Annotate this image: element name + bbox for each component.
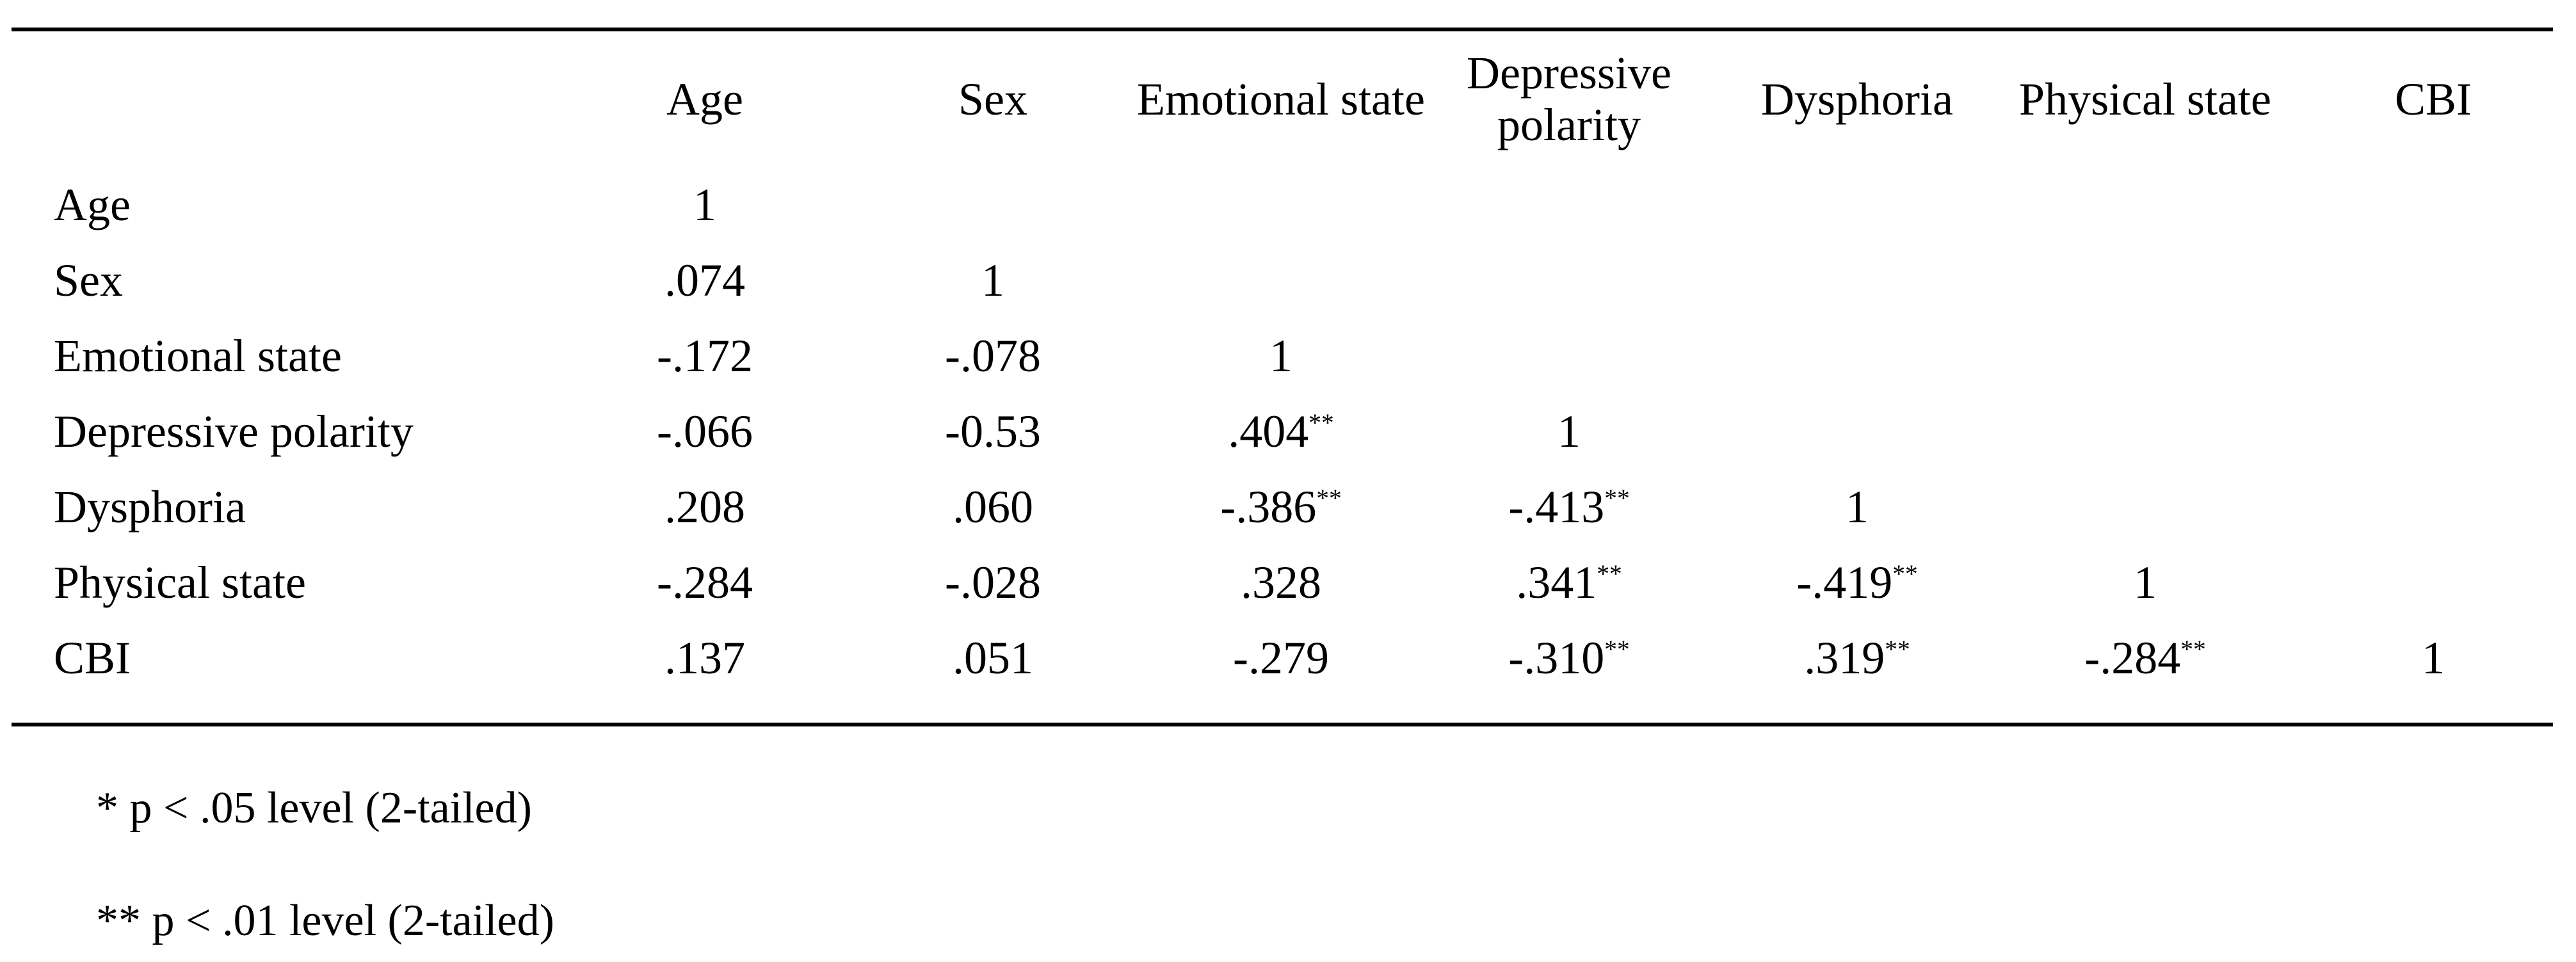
row-label: CBI	[54, 632, 131, 684]
table-cell	[1425, 318, 1713, 394]
row-label: Emotional state	[54, 330, 342, 381]
table-row: Dysphoria .208 .060 -.386** -.413** 1	[12, 469, 2576, 545]
corner-cell	[12, 31, 561, 167]
table-cell: -0.53	[945, 405, 1041, 457]
footnotes-section: * p < .05 level (2-tailed) ** p < .01 le…	[96, 783, 2576, 947]
table-cell: .051	[953, 632, 1033, 684]
table-cell: 1	[981, 254, 1004, 306]
table-cell: -.172	[657, 330, 753, 381]
row-label: Sex	[54, 254, 123, 306]
table-cell	[2289, 167, 2576, 243]
header-row: Age Sex Emotional state Depressive polarity…	[12, 31, 2576, 167]
table-row: Age 1	[12, 167, 2576, 243]
row-label: Age	[54, 179, 131, 230]
table-cell	[1713, 243, 2001, 318]
significance-stars: **	[1604, 483, 1630, 512]
significance-stars: **	[2180, 634, 2206, 663]
table-cell: -.386**	[1220, 481, 1342, 533]
table-cell: .208	[664, 481, 745, 533]
column-header: Emotional state	[1137, 73, 1425, 125]
table-cell: 1	[1269, 330, 1292, 381]
table-cell: -.028	[945, 556, 1041, 608]
table-cell	[849, 167, 1137, 243]
table-cell	[1137, 243, 1425, 318]
significance-stars: **	[1316, 483, 1342, 512]
paper-table-page: { "table": { "corner_label": "", "column…	[0, 28, 2576, 962]
table-cell	[2289, 545, 2576, 620]
table-row: CBI .137 .051 -.279 -.310** .319** -.284** 1	[12, 620, 2576, 696]
table-cell	[1425, 243, 1713, 318]
column-header: CBI	[2394, 73, 2472, 125]
table-row: Emotional state -.172 -.078 1	[12, 318, 2576, 394]
table-cell	[1137, 167, 1425, 243]
table-cell	[2289, 243, 2576, 318]
significance-stars: **	[1892, 559, 1918, 588]
table-cell	[1713, 318, 2001, 394]
table-cell: 1	[693, 179, 716, 230]
row-label: Physical state	[54, 556, 306, 608]
table-cell: .074	[664, 254, 745, 306]
table-cell: -.284**	[2084, 632, 2206, 684]
table-cell: -.078	[945, 330, 1041, 381]
significance-stars: **	[1597, 559, 1622, 588]
correlation-table: Age Sex Emotional state Depressive polarity…	[12, 31, 2576, 696]
table-cell: 1	[1558, 405, 1581, 457]
table-cell: -.413**	[1508, 481, 1630, 533]
significance-stars: **	[1604, 634, 1630, 663]
table-cell	[1713, 394, 2001, 469]
column-header: Physical state	[2019, 73, 2271, 125]
table-cell: -.310**	[1508, 632, 1630, 684]
table-cell: -.284	[657, 556, 753, 608]
table-cell	[2001, 243, 2289, 318]
table-row: Sex .074 1	[12, 243, 2576, 318]
table-header: Age Sex Emotional state Depressive polarity…	[12, 31, 2576, 167]
table-cell: -.066	[657, 405, 753, 457]
table-cell	[2001, 469, 2289, 545]
table-cell: .341**	[1516, 556, 1622, 608]
table-cell: .328	[1241, 556, 1321, 608]
row-label: Depressive polarity	[54, 405, 414, 457]
table-cell: 1	[1846, 481, 1869, 533]
table-cell	[2001, 167, 2289, 243]
table-cell	[2001, 318, 2289, 394]
table-cell: .319**	[1804, 632, 1910, 684]
correlation-table-frame: Age Sex Emotional state Depressive polarity…	[12, 28, 2553, 726]
table-cell: -.419**	[1796, 556, 1918, 608]
row-label: Dysphoria	[54, 481, 246, 533]
table-row: Physical state -.284 -.028 .328 .341** -.419*…	[12, 545, 2576, 620]
column-header: Dysphoria	[1761, 73, 1953, 125]
column-header: Depressive polarity	[1467, 47, 1671, 150]
table-cell	[2289, 318, 2576, 394]
table-cell: .060	[953, 481, 1033, 533]
table-cell	[2001, 394, 2289, 469]
table-body: Age 1 Sex .074 1 Emotional state -.172 -.078 1 De…	[12, 167, 2576, 696]
column-header: Sex	[958, 73, 1027, 125]
footnote-p05: * p < .05 level (2-tailed)	[96, 783, 532, 833]
significance-stars: **	[1308, 408, 1334, 437]
significance-stars: **	[1885, 634, 1910, 663]
table-cell: 1	[2134, 556, 2157, 608]
table-cell	[2289, 394, 2576, 469]
footnote-p01: ** p < .01 level (2-tailed)	[96, 896, 554, 945]
table-cell: 1	[2422, 632, 2445, 684]
column-header: Age	[666, 73, 743, 125]
table-cell	[1713, 167, 2001, 243]
table-row: Depressive polarity -.066 -0.53 .404** 1	[12, 394, 2576, 469]
table-cell: .404**	[1228, 405, 1334, 457]
table-cell: -.279	[1233, 632, 1329, 684]
table-cell: .137	[664, 632, 745, 684]
table-cell	[2289, 469, 2576, 545]
table-cell	[1425, 167, 1713, 243]
